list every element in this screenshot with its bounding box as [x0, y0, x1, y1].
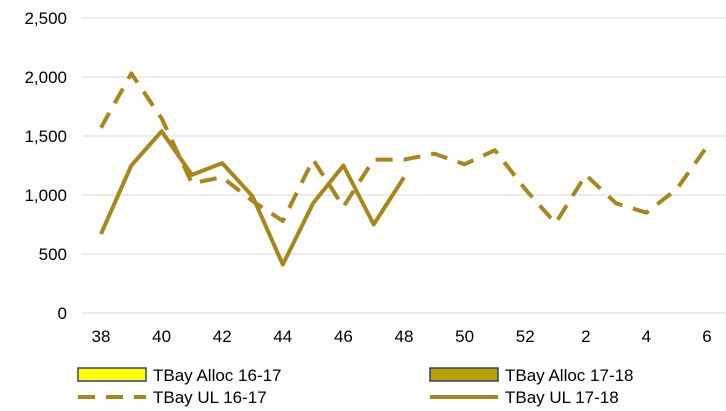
x-tick-label: 40	[152, 327, 171, 346]
y-tick-label: 2,500	[24, 9, 67, 28]
legend-label-alloc-16-17: TBay Alloc 16-17	[153, 366, 282, 385]
legend-item-alloc-16-17[interactable]: TBay Alloc 16-17	[77, 366, 282, 385]
x-axis-ticks: 38 40 42 44 46 48 50 52 2 4 6	[92, 327, 712, 346]
gridlines	[82, 17, 726, 314]
x-tick-label: 2	[581, 327, 590, 346]
x-tick-label: 44	[273, 327, 292, 346]
y-tick-label: 1,500	[24, 127, 67, 146]
y-tick-label: 1,000	[24, 186, 67, 205]
x-tick-label: 38	[92, 327, 111, 346]
y-tick-label: 500	[39, 245, 67, 264]
x-tick-label: 6	[702, 327, 711, 346]
legend-swatch-alloc-17-18	[429, 367, 499, 382]
legend-item-ul-17-18[interactable]: TBay UL 17-18	[430, 388, 619, 407]
legend-item-alloc-17-18[interactable]: TBay Alloc 17-18	[429, 366, 634, 385]
y-tick-label: 2,000	[24, 68, 67, 87]
x-tick-label: 4	[642, 327, 651, 346]
legend-label-ul-17-18: TBay UL 17-18	[505, 388, 619, 407]
legend-label-alloc-17-18: TBay Alloc 17-18	[505, 366, 634, 385]
y-axis-ticks: 0 500 1,000 1,500 2,000 2,500	[24, 9, 67, 323]
x-tick-label: 50	[455, 327, 474, 346]
x-tick-label: 52	[516, 327, 535, 346]
x-tick-label: 42	[213, 327, 232, 346]
series-line-ul-17-18	[99, 129, 406, 267]
legend-label-ul-16-17: TBay UL 16-17	[153, 388, 267, 407]
series-lines	[99, 71, 709, 267]
legend-swatch-alloc-16-17	[77, 367, 147, 382]
series-line-ul-16-17	[99, 71, 709, 226]
legend-item-ul-16-17[interactable]: TBay UL 16-17	[78, 388, 267, 407]
x-tick-label: 46	[334, 327, 353, 346]
legend: TBay Alloc 16-17 TBay Alloc 17-18 TBay U…	[77, 366, 634, 407]
x-tick-label: 48	[395, 327, 414, 346]
y-tick-label: 0	[58, 304, 67, 323]
